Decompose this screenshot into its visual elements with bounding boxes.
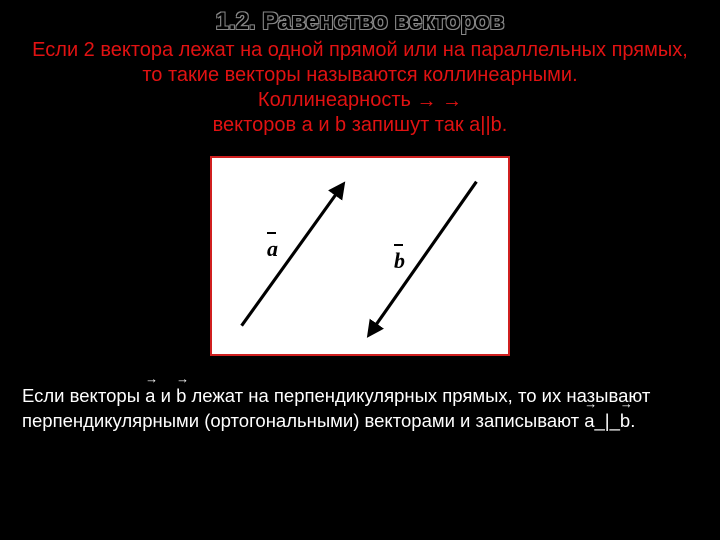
perp-symbol: _|_ [595,410,620,431]
vec-b2-inline: b [620,409,630,434]
vec-b-inline: b [176,384,186,409]
vectors-diagram: a b [210,156,510,356]
red-line-3-pre: Коллинеарность [258,89,417,111]
diagram-container: a b [0,156,720,356]
vec-a-inline: a [145,384,155,409]
vector-b-line [370,182,477,334]
red-line-1: Если 2 вектора лежат на одной прямой или… [30,38,690,63]
red-line-4: векторов a и b запишут так a||b. [30,113,690,138]
red-line-2: то такие векторы называются коллинеарным… [30,63,690,88]
vector-a-label: a [267,236,278,262]
bt-mid1: и [155,385,176,406]
vec-a2-inline: a [584,409,594,434]
bt-end: . [630,410,635,431]
orthogonal-definition: Если векторы a и b лежат на перпендикуля… [0,356,720,434]
bt-pre1: Если векторы [22,385,145,406]
section-heading: 1.2. Равенство векторов [0,0,720,36]
vector-b-label: b [394,248,405,274]
diagram-svg [212,158,508,355]
vector-a-line [242,186,343,326]
arrows-symbol: → → [417,89,463,114]
collinear-definition: Если 2 вектора лежат на одной прямой или… [0,36,720,138]
red-line-3: Коллинеарность → → [30,88,690,113]
